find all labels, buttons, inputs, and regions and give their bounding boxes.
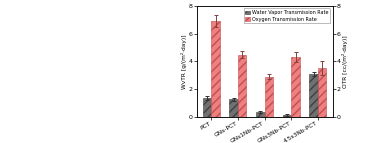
Bar xyxy=(211,21,220,117)
Bar xyxy=(309,74,318,117)
Bar xyxy=(318,68,327,117)
Bar xyxy=(265,77,273,117)
Bar xyxy=(203,98,211,117)
Legend: Water Vapor Transmission Rate, Oxygen Transmission Rate: Water Vapor Transmission Rate, Oxygen Tr… xyxy=(243,8,330,23)
Bar xyxy=(256,112,265,117)
Bar xyxy=(291,57,300,117)
Bar xyxy=(229,99,238,117)
Bar xyxy=(238,54,246,117)
Y-axis label: OTR [cc/(m²·day)]: OTR [cc/(m²·day)] xyxy=(342,35,348,88)
Y-axis label: WvTR [g/(m²·day)]: WvTR [g/(m²·day)] xyxy=(181,34,187,89)
Bar xyxy=(283,115,291,117)
